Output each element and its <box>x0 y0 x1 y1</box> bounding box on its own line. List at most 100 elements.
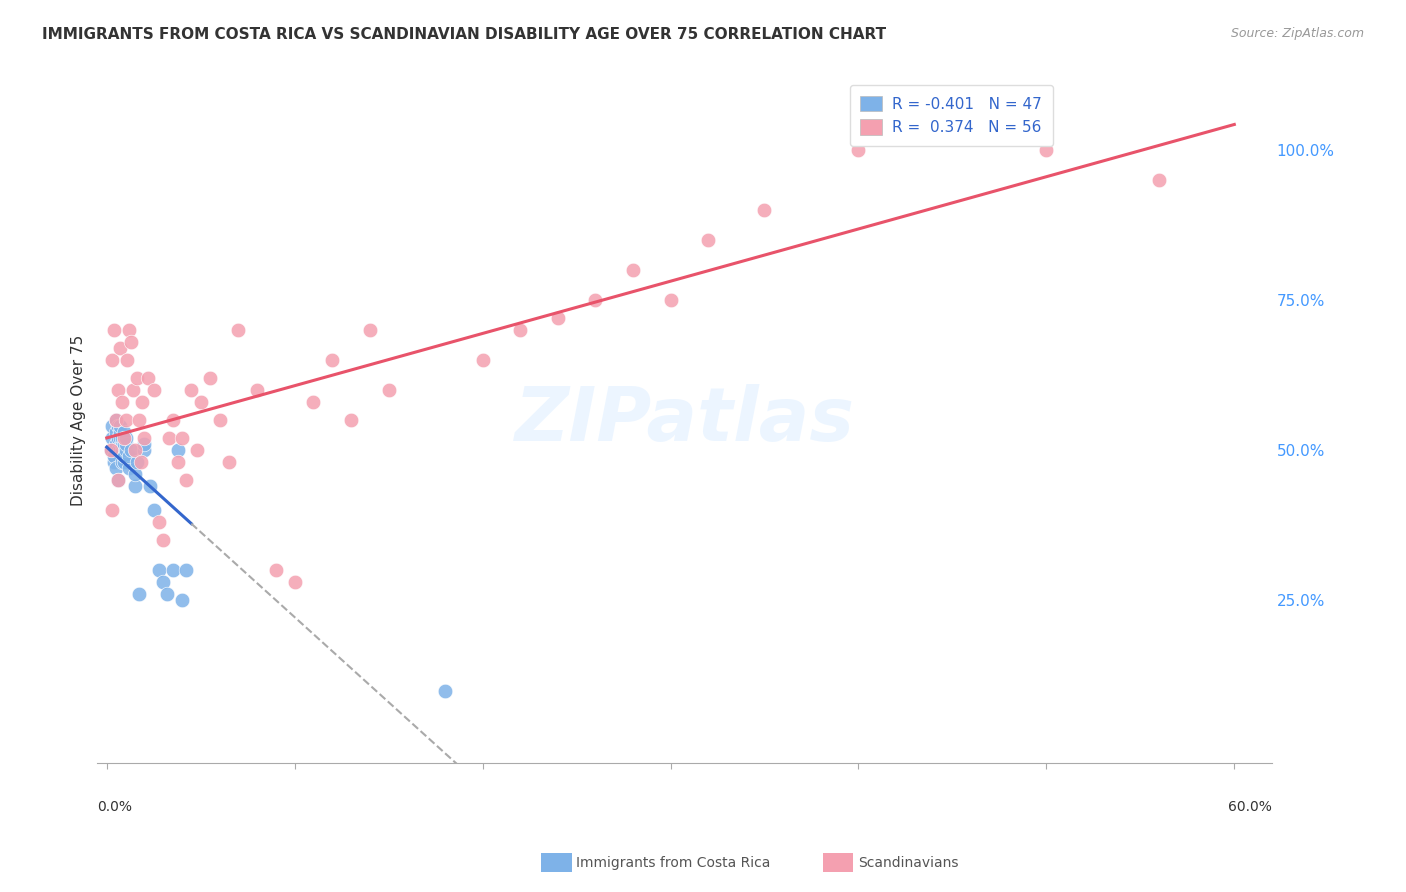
Point <box>107 419 129 434</box>
Point <box>1035 143 1057 157</box>
Point <box>190 395 212 409</box>
Text: 0.0%: 0.0% <box>97 800 132 814</box>
Point <box>136 371 159 385</box>
Point <box>117 353 139 368</box>
Point <box>186 443 208 458</box>
Point <box>125 371 148 385</box>
Point <box>118 461 141 475</box>
Point <box>107 473 129 487</box>
Point <box>167 455 190 469</box>
Point <box>105 461 128 475</box>
Point <box>621 262 644 277</box>
Point <box>697 233 720 247</box>
Point <box>103 455 125 469</box>
Point <box>157 431 180 445</box>
Point <box>509 323 531 337</box>
Point <box>167 443 190 458</box>
Point <box>434 683 457 698</box>
Point <box>105 437 128 451</box>
Point <box>114 437 136 451</box>
Point <box>122 383 145 397</box>
Point <box>103 323 125 337</box>
Point <box>124 479 146 493</box>
Point <box>111 443 134 458</box>
Point <box>208 413 231 427</box>
Point <box>103 449 125 463</box>
Point <box>118 323 141 337</box>
Point <box>246 383 269 397</box>
Point <box>108 341 131 355</box>
Point <box>108 443 131 458</box>
Text: Immigrants from Costa Rica: Immigrants from Costa Rica <box>576 855 770 870</box>
Point <box>112 425 135 439</box>
Point <box>218 455 240 469</box>
Point <box>162 563 184 577</box>
Point <box>111 437 134 451</box>
Point <box>105 413 128 427</box>
Point <box>112 431 135 445</box>
Point <box>174 563 197 577</box>
Point <box>112 455 135 469</box>
Point <box>108 425 131 439</box>
Point <box>284 575 307 590</box>
Point <box>101 431 124 445</box>
Point <box>101 353 124 368</box>
Point <box>471 353 494 368</box>
Point <box>118 449 141 463</box>
Legend: R = -0.401   N = 47, R =  0.374   N = 56: R = -0.401 N = 47, R = 0.374 N = 56 <box>849 85 1053 146</box>
Point <box>108 431 131 445</box>
Point <box>170 431 193 445</box>
Point <box>152 533 174 548</box>
Point <box>359 323 381 337</box>
Point <box>107 473 129 487</box>
Point <box>139 479 162 493</box>
Point <box>659 293 682 307</box>
Text: Scandinavians: Scandinavians <box>858 855 957 870</box>
Point <box>321 353 343 368</box>
Point <box>148 516 170 530</box>
Point <box>340 413 363 427</box>
Y-axis label: Disability Age Over 75: Disability Age Over 75 <box>72 334 86 506</box>
Text: IMMIGRANTS FROM COSTA RICA VS SCANDINAVIAN DISABILITY AGE OVER 75 CORRELATION CH: IMMIGRANTS FROM COSTA RICA VS SCANDINAVI… <box>42 27 886 42</box>
Point <box>302 395 325 409</box>
Point <box>174 473 197 487</box>
Point <box>108 419 131 434</box>
Point <box>111 455 134 469</box>
Point <box>134 437 156 451</box>
Point <box>180 383 202 397</box>
Point <box>107 383 129 397</box>
Point <box>134 431 156 445</box>
Point <box>114 431 136 445</box>
Text: Source: ZipAtlas.com: Source: ZipAtlas.com <box>1230 27 1364 40</box>
Point <box>101 419 124 434</box>
Text: ZIPatlas: ZIPatlas <box>515 384 855 457</box>
Point <box>848 143 870 157</box>
Point <box>131 395 153 409</box>
Point <box>107 431 129 445</box>
Point <box>114 443 136 458</box>
Point <box>142 383 165 397</box>
Point <box>1147 172 1170 186</box>
Point <box>148 563 170 577</box>
Point <box>264 563 287 577</box>
Point <box>128 587 150 601</box>
Point <box>100 443 122 458</box>
Point <box>547 310 569 325</box>
Point <box>198 371 221 385</box>
Point <box>105 425 128 439</box>
Point <box>583 293 606 307</box>
Point <box>107 443 129 458</box>
Point <box>124 443 146 458</box>
Point <box>101 503 124 517</box>
Point <box>114 413 136 427</box>
Point <box>156 587 179 601</box>
Text: 60.0%: 60.0% <box>1227 800 1272 814</box>
Point <box>112 437 135 451</box>
Point <box>111 431 134 445</box>
Point <box>226 323 249 337</box>
Point <box>112 449 135 463</box>
Point <box>754 202 776 217</box>
Point <box>162 413 184 427</box>
Point <box>142 503 165 517</box>
Point <box>100 443 122 458</box>
